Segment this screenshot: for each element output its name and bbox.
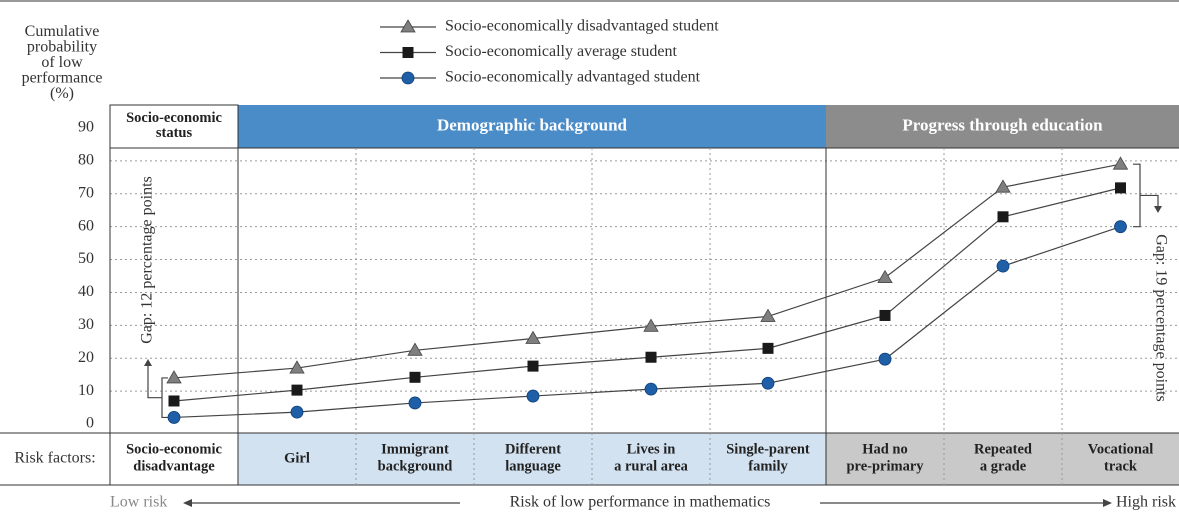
data-point	[525, 330, 541, 344]
row-label: Risk factors:	[14, 450, 95, 467]
gap-bracket	[1133, 163, 1141, 228]
risk-arrowhead	[1103, 499, 1112, 507]
x-tick-label: Lives in a rural area	[614, 442, 689, 475]
data-point	[289, 360, 305, 374]
series-line	[173, 163, 1121, 379]
data-point	[168, 395, 180, 407]
data-point	[645, 351, 657, 363]
x-tick-label: Immigrant background	[378, 442, 453, 475]
data-point	[877, 269, 893, 284]
group-header: Demographic background	[437, 115, 628, 134]
gap-annotation: Gap: 19 percentage points	[1152, 234, 1169, 402]
data-point	[996, 259, 1010, 273]
y-tick-label: 50	[78, 250, 94, 267]
legend-label: Socio-economically disadvantaged student	[445, 18, 719, 35]
x-low-label: Low risk	[110, 494, 167, 511]
x-tick-label: Vocational track	[1088, 442, 1154, 475]
risk-arrowhead	[183, 499, 192, 507]
y-axis-title: Cumulative probability of low performance (%…	[22, 23, 103, 102]
group-header: Progress through education	[902, 115, 1103, 134]
data-point	[644, 382, 658, 396]
gap-arrowhead	[1154, 206, 1162, 213]
data-point	[527, 360, 539, 372]
data-point	[409, 371, 421, 383]
y-tick-label: 30	[78, 316, 94, 333]
data-point	[166, 370, 182, 384]
x-tick-label: Socio-economic disadvantage	[126, 442, 222, 475]
data-point	[879, 309, 891, 321]
data-point	[1114, 220, 1127, 234]
group-header: Socio-economic status	[126, 110, 222, 141]
data-point	[408, 396, 422, 410]
x-axis-title: Risk of low performance in mathematics	[510, 494, 771, 511]
x-tick-label: Had no pre-primary	[846, 442, 924, 475]
data-point	[762, 342, 774, 354]
data-point	[291, 384, 303, 396]
data-point	[526, 389, 540, 403]
series-line	[173, 187, 1121, 402]
data-point	[1115, 182, 1126, 194]
y-tick-label: 40	[78, 283, 94, 300]
category-bg	[826, 433, 1179, 485]
y-tick-label: 70	[78, 184, 94, 201]
legend-marker	[402, 47, 414, 58]
gap-arrow	[147, 362, 162, 399]
y-tick-label: 10	[78, 382, 94, 399]
legend-marker	[401, 71, 415, 85]
gap-annotation: Gap: 12 percentage points	[139, 176, 156, 344]
group-header-bg	[238, 105, 826, 148]
gap-bracket	[161, 377, 168, 419]
y-tick-label: 80	[78, 152, 94, 169]
y-tick-label: 90	[78, 119, 94, 136]
data-point	[290, 405, 304, 419]
x-tick-label: Different language	[505, 442, 561, 475]
y-tick-label: 0	[86, 415, 94, 432]
data-point	[997, 211, 1009, 223]
group-header-bg	[826, 105, 1179, 148]
data-point	[995, 179, 1011, 193]
x-tick-label: Girl	[284, 450, 310, 466]
gap-arrowhead	[144, 359, 152, 366]
data-point	[407, 342, 423, 356]
legend-label: Socio-economically advantaged student	[445, 69, 701, 86]
legend-marker	[400, 19, 416, 33]
category-bg	[238, 433, 826, 485]
gap-arrow	[1140, 194, 1159, 210]
x-tick-label: Single-parent family	[726, 442, 810, 475]
data-point	[761, 376, 775, 390]
data-point	[167, 411, 181, 424]
y-tick-label: 60	[78, 217, 94, 234]
data-point	[760, 308, 776, 322]
category-bg	[110, 433, 238, 485]
x-tick-label: Repeated a grade	[974, 442, 1032, 475]
x-high-label: High risk	[1116, 494, 1176, 511]
data-point	[878, 352, 892, 366]
y-tick-label: 20	[78, 349, 94, 366]
legend-label: Socio-economically average student	[445, 43, 677, 60]
data-point	[1112, 156, 1129, 170]
data-point	[643, 318, 659, 332]
